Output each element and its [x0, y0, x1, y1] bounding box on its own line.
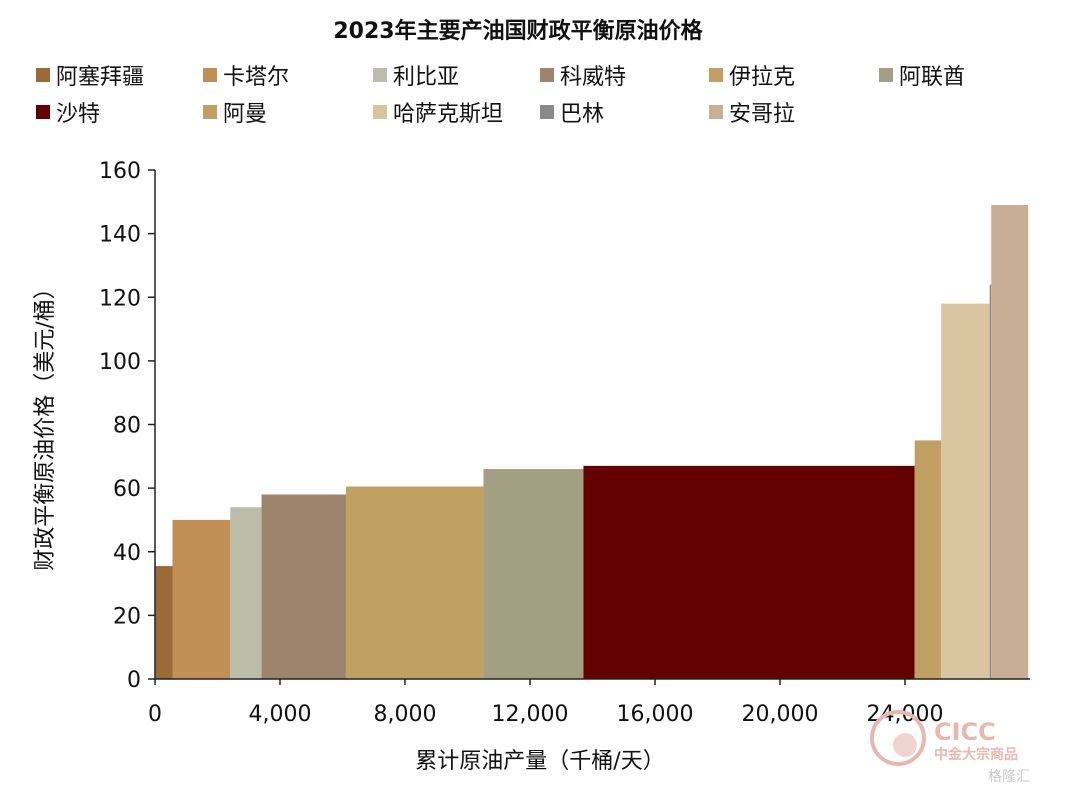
legend-label-1: 卡塔尔 — [223, 65, 289, 90]
legend-label-8: 哈萨克斯坦 — [393, 102, 503, 127]
watermark-logo-icon — [870, 710, 926, 766]
bar-1 — [172, 519, 231, 679]
legend-label-0: 阿塞拜疆 — [56, 65, 144, 90]
legend-swatch-8 — [373, 105, 387, 119]
legend-swatch-10 — [709, 105, 723, 119]
y-tick-label-4: 80 — [113, 414, 141, 439]
bar-9 — [989, 284, 992, 679]
bar-5 — [483, 469, 584, 679]
y-tick-label-8: 160 — [99, 159, 141, 184]
bar-8 — [941, 303, 990, 679]
y-tick-label-0: 0 — [127, 668, 141, 693]
x-tick-label-1: 4,000 — [249, 702, 312, 727]
bar-10 — [991, 204, 1029, 679]
legend-label-2: 利比亚 — [393, 65, 459, 90]
plot-bars — [155, 204, 1029, 679]
watermark: CICC 中金大宗商品 格隆汇 — [870, 710, 1030, 785]
x-axis-title: 累计原油产量（千桶/天） — [415, 749, 664, 774]
y-axis-ticks: 0 20 40 60 80 100 120 140 160 — [99, 159, 155, 693]
watermark-brand: CICC — [934, 718, 996, 746]
bar-2 — [230, 507, 262, 679]
y-tick-label-6: 120 — [99, 286, 141, 311]
legend-swatch-3 — [540, 68, 554, 82]
legend-label-10: 安哥拉 — [729, 102, 795, 127]
x-axis-ticks: 0 4,000 8,000 12,000 16,000 20,000 24,000 — [148, 679, 943, 727]
legend-swatch-4 — [709, 68, 723, 82]
y-tick-label-2: 40 — [113, 541, 141, 566]
chart-title: 2023年主要产油国财政平衡原油价格 — [333, 18, 703, 44]
y-tick-label-1: 20 — [113, 604, 141, 629]
legend-swatch-7 — [203, 105, 217, 119]
bar-4 — [345, 486, 484, 679]
bar-0 — [155, 566, 173, 679]
legend-swatch-2 — [373, 68, 387, 82]
legend-label-6: 沙特 — [56, 102, 100, 127]
legend-swatch-1 — [203, 68, 217, 82]
watermark-subtitle: 中金大宗商品 — [934, 746, 1018, 763]
bar-6 — [583, 465, 915, 679]
x-tick-label-2: 8,000 — [374, 702, 437, 727]
x-tick-label-3: 12,000 — [492, 702, 569, 727]
legend-label-4: 伊拉克 — [729, 65, 795, 90]
bar-3 — [261, 494, 346, 679]
y-tick-label-7: 140 — [99, 223, 141, 248]
bar-7 — [914, 440, 942, 679]
y-tick-label-5: 100 — [99, 350, 141, 375]
legend-label-9: 巴林 — [560, 102, 604, 127]
y-axis-title: 财政平衡原油价格（美元/桶） — [33, 277, 58, 570]
x-tick-label-0: 0 — [148, 702, 162, 727]
legend-swatch-5 — [879, 68, 893, 82]
legend-swatch-0 — [36, 68, 50, 82]
watermark-logo-inner-icon — [893, 733, 917, 757]
legend-label-7: 阿曼 — [223, 102, 267, 127]
legend-swatch-6 — [36, 105, 50, 119]
legend-label-3: 科威特 — [560, 65, 626, 90]
legend-swatch-9 — [540, 105, 554, 119]
x-tick-label-5: 20,000 — [742, 702, 819, 727]
watermark-corner: 格隆汇 — [988, 769, 1030, 785]
legend-label-5: 阿联酋 — [899, 65, 965, 90]
y-tick-label-3: 60 — [113, 477, 141, 502]
x-tick-label-4: 16,000 — [617, 702, 694, 727]
